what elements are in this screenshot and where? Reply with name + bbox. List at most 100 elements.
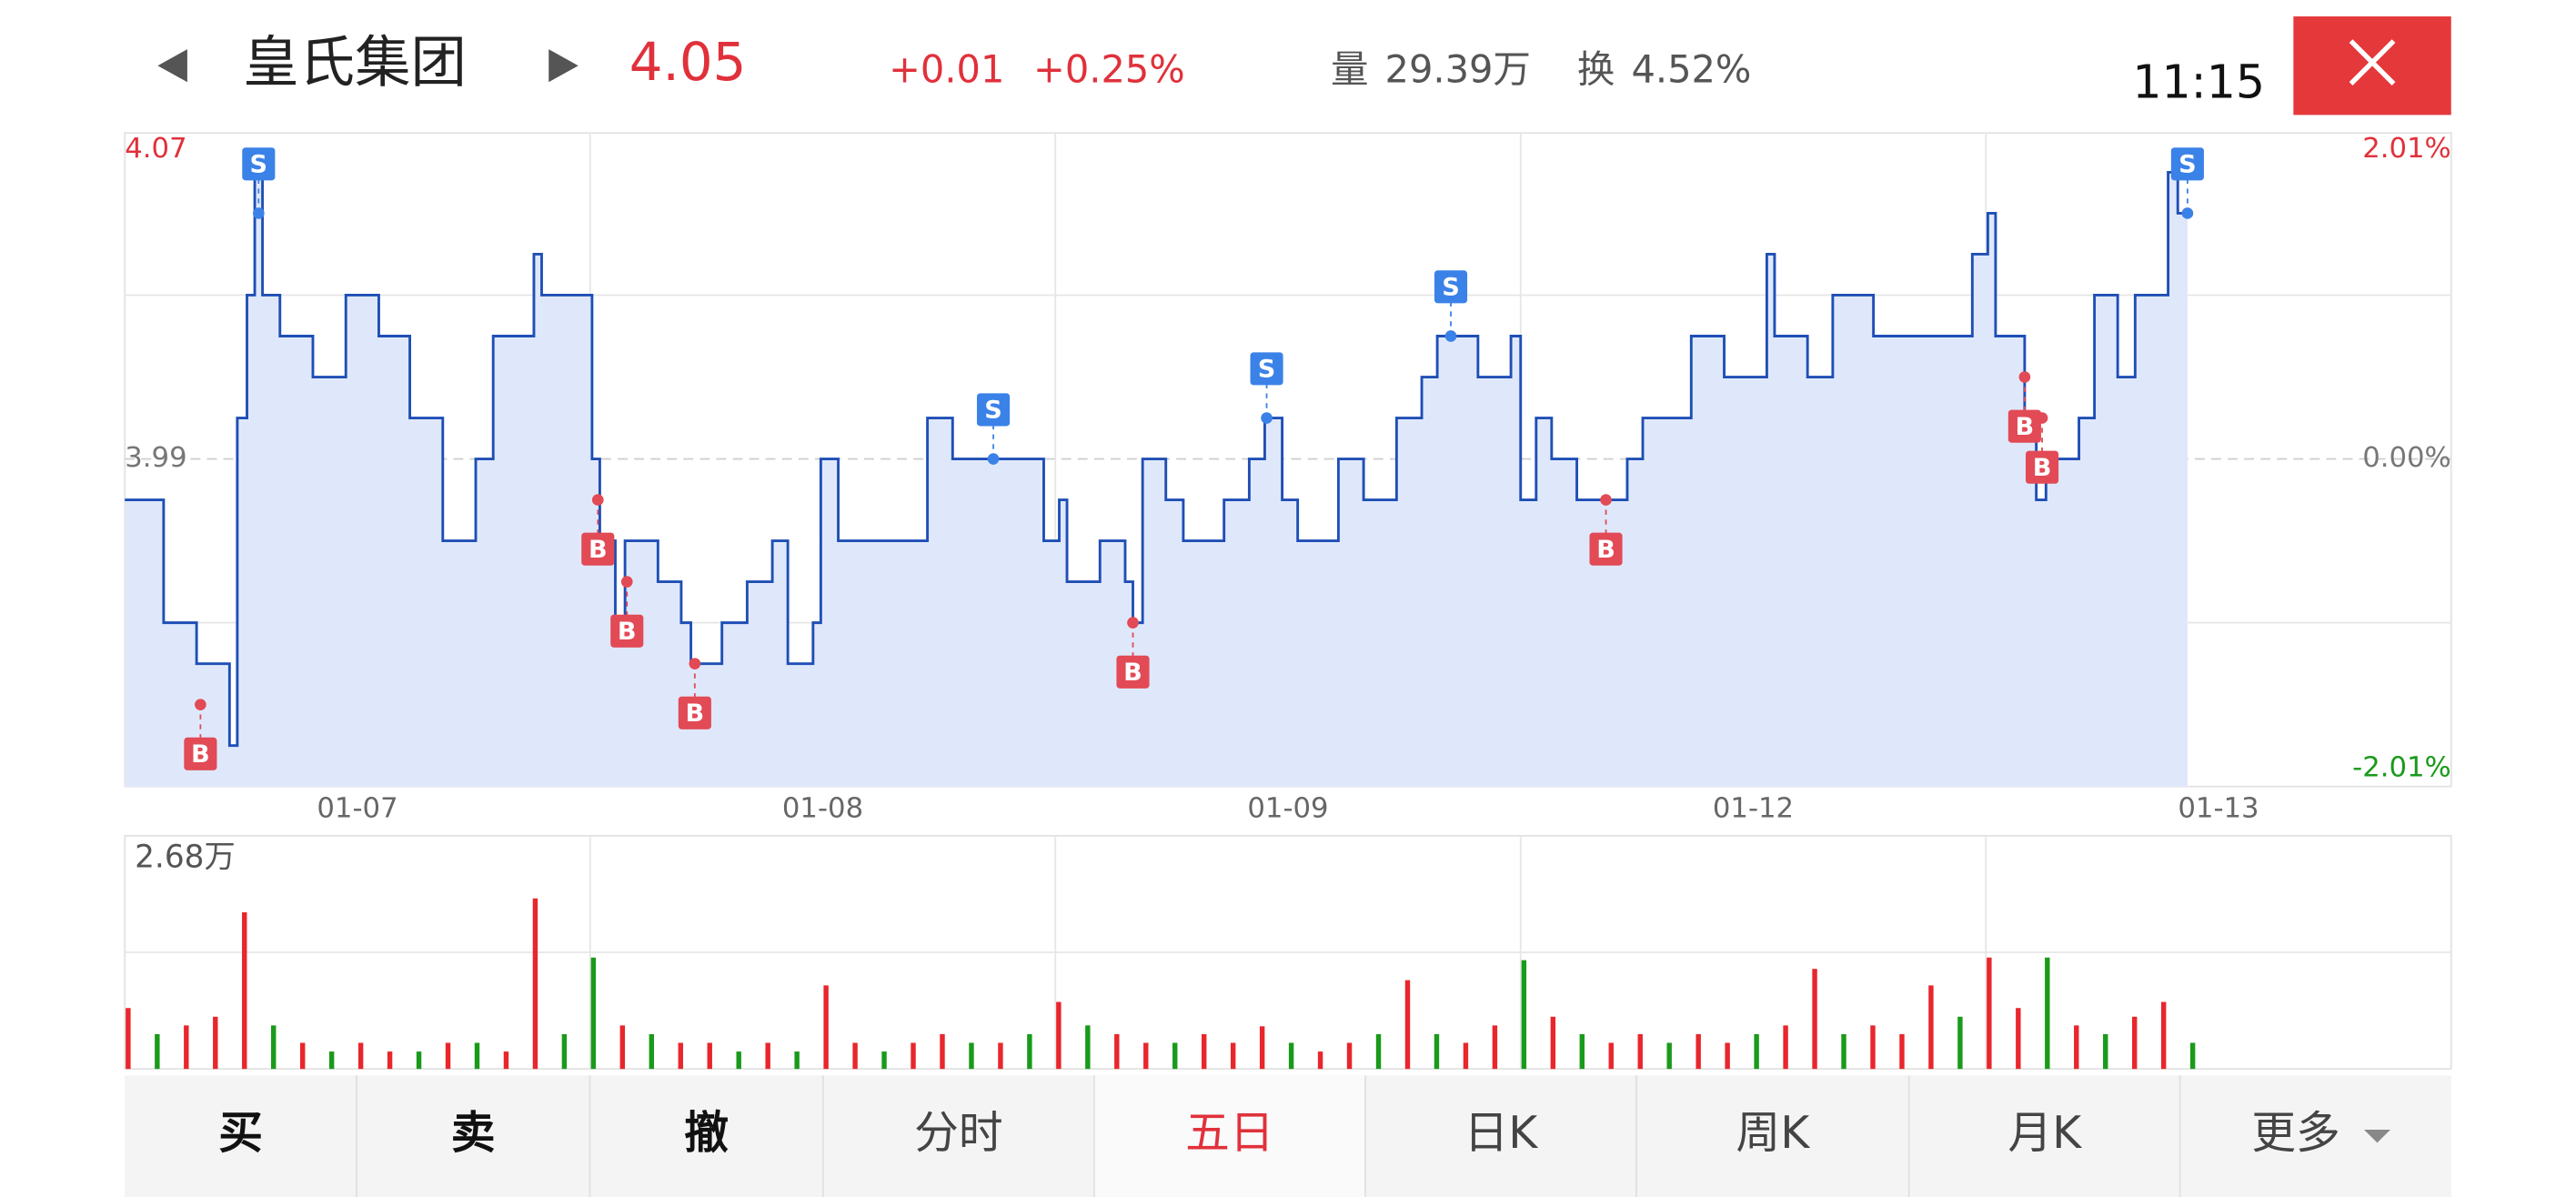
toolbar-button[interactable]: 五日: [1092, 1075, 1365, 1197]
volume-bar: [765, 1042, 770, 1070]
volume-bar: [1143, 1042, 1149, 1070]
toolbar-button[interactable]: 月K: [1907, 1075, 2180, 1197]
volume-bar: [1085, 1025, 1091, 1070]
trade-point: [2036, 412, 2048, 424]
close-icon[interactable]: [2349, 39, 2396, 86]
change-pct: +0.25%: [1033, 46, 1185, 91]
button-label[interactable]: 日K: [1464, 1108, 1539, 1159]
trade-point: [620, 576, 633, 588]
volume-bar: [678, 1042, 683, 1070]
volume-bar: [2160, 1001, 2167, 1070]
button-label[interactable]: 分时: [914, 1108, 1003, 1159]
trade-side: B: [191, 740, 210, 769]
button-label[interactable]: 卖: [451, 1108, 496, 1159]
volume-bar: [940, 1033, 945, 1070]
volume-bar: [1346, 1042, 1353, 1070]
button-bg[interactable]: [125, 1075, 357, 1197]
trade-side: S: [984, 397, 1002, 425]
volume-bar: [155, 1033, 160, 1070]
volume-bar: [1608, 1042, 1614, 1070]
button-label[interactable]: 月K: [2007, 1108, 2082, 1159]
price: 4.05: [629, 31, 747, 93]
trade-side: B: [589, 536, 608, 564]
toolbar-button[interactable]: 周K: [1635, 1075, 1909, 1197]
volume-bar: [445, 1042, 451, 1070]
volume-bar: [1696, 1033, 1701, 1070]
trade-side: B: [2016, 413, 2035, 441]
toolbar-button[interactable]: 卖: [356, 1075, 590, 1197]
button-bg[interactable]: [1908, 1075, 2180, 1197]
y-tick-label: 4.07: [125, 133, 186, 165]
volume-bar: [1725, 1042, 1730, 1070]
toolbar-button[interactable]: 买: [125, 1075, 357, 1197]
volume-bar: [1114, 1033, 1120, 1070]
volume-bar: [794, 1051, 800, 1070]
volume-bar: [561, 1033, 568, 1070]
button-label[interactable]: 更多: [2251, 1108, 2340, 1159]
volume-bar: [242, 912, 247, 1070]
trade-side: B: [1596, 536, 1615, 564]
trade-badge: [2170, 147, 2204, 181]
volume-bar: [736, 1051, 741, 1070]
x-tick-label: 01-12: [1713, 792, 1794, 824]
x-tick-label: 01-13: [2178, 792, 2259, 824]
trade-point: [2018, 371, 2031, 383]
volume-label: 量: [1331, 46, 1369, 91]
volume-bar: [387, 1051, 393, 1070]
volume-bar: [1899, 1033, 1905, 1070]
toolbar-button[interactable]: 更多: [2179, 1075, 2451, 1197]
y2-tick-label: 2.01%: [2362, 133, 2451, 165]
button-label[interactable]: 撤: [684, 1108, 729, 1159]
trade-side: B: [1123, 659, 1142, 687]
dropdown-caret[interactable]: [2364, 1129, 2390, 1143]
volume-bar: [1201, 1033, 1207, 1070]
toolbar-button[interactable]: 撤: [589, 1075, 823, 1197]
button-bg[interactable]: [1364, 1075, 1636, 1197]
volume-bar: [357, 1042, 364, 1070]
volume-bar: [503, 1051, 509, 1070]
toolbar-button[interactable]: 日K: [1363, 1075, 1636, 1197]
prev-arrow[interactable]: [157, 49, 187, 83]
volume-bar: [1434, 1033, 1440, 1070]
volume-bar: [619, 1025, 626, 1070]
volume-bar: [2045, 957, 2050, 1070]
volume-bar: [1550, 1016, 1556, 1070]
button-label[interactable]: 周K: [1736, 1108, 1810, 1159]
volume-bar: [1288, 1042, 1294, 1070]
volume-bar: [1463, 1042, 1469, 1070]
volume-bar: [2131, 1016, 2138, 1070]
volume-bar: [1404, 980, 1411, 1070]
volume-bar: [590, 957, 597, 1070]
volume-bar: [969, 1042, 974, 1070]
trade-point: [252, 207, 265, 219]
volume-bar: [1957, 1016, 1963, 1070]
volume-bar: [1666, 1042, 1672, 1070]
next-arrow[interactable]: [548, 49, 579, 83]
volume: 29.39万: [1385, 46, 1531, 91]
button-bg[interactable]: [589, 1075, 823, 1197]
trade-side: B: [686, 699, 705, 728]
trade-side: S: [250, 151, 268, 179]
button-bg[interactable]: [1093, 1075, 1365, 1197]
trade-badge: [1116, 655, 1150, 689]
close-button[interactable]: [2293, 16, 2451, 116]
button-label[interactable]: 五日: [1185, 1108, 1274, 1159]
price-area: [125, 172, 2188, 787]
trade-point: [1127, 617, 1139, 629]
x-tick-label: 01-07: [317, 792, 397, 824]
button-bg[interactable]: [1635, 1075, 1909, 1197]
volume-bar: [1870, 1025, 1876, 1070]
volume-bar: [1375, 1033, 1382, 1070]
button-bg[interactable]: [822, 1075, 1094, 1197]
trade-point: [1600, 494, 1612, 506]
clock: 11:15: [2132, 55, 2265, 108]
button-bg[interactable]: [356, 1075, 590, 1197]
button-label[interactable]: 买: [218, 1108, 263, 1159]
trade-badge: [678, 696, 711, 729]
button-bg[interactable]: [2179, 1075, 2451, 1197]
toolbar-button[interactable]: 分时: [821, 1075, 1094, 1197]
trade-side: B: [2033, 454, 2052, 482]
trade-point: [689, 658, 701, 669]
volume-bar: [1637, 1033, 1643, 1070]
